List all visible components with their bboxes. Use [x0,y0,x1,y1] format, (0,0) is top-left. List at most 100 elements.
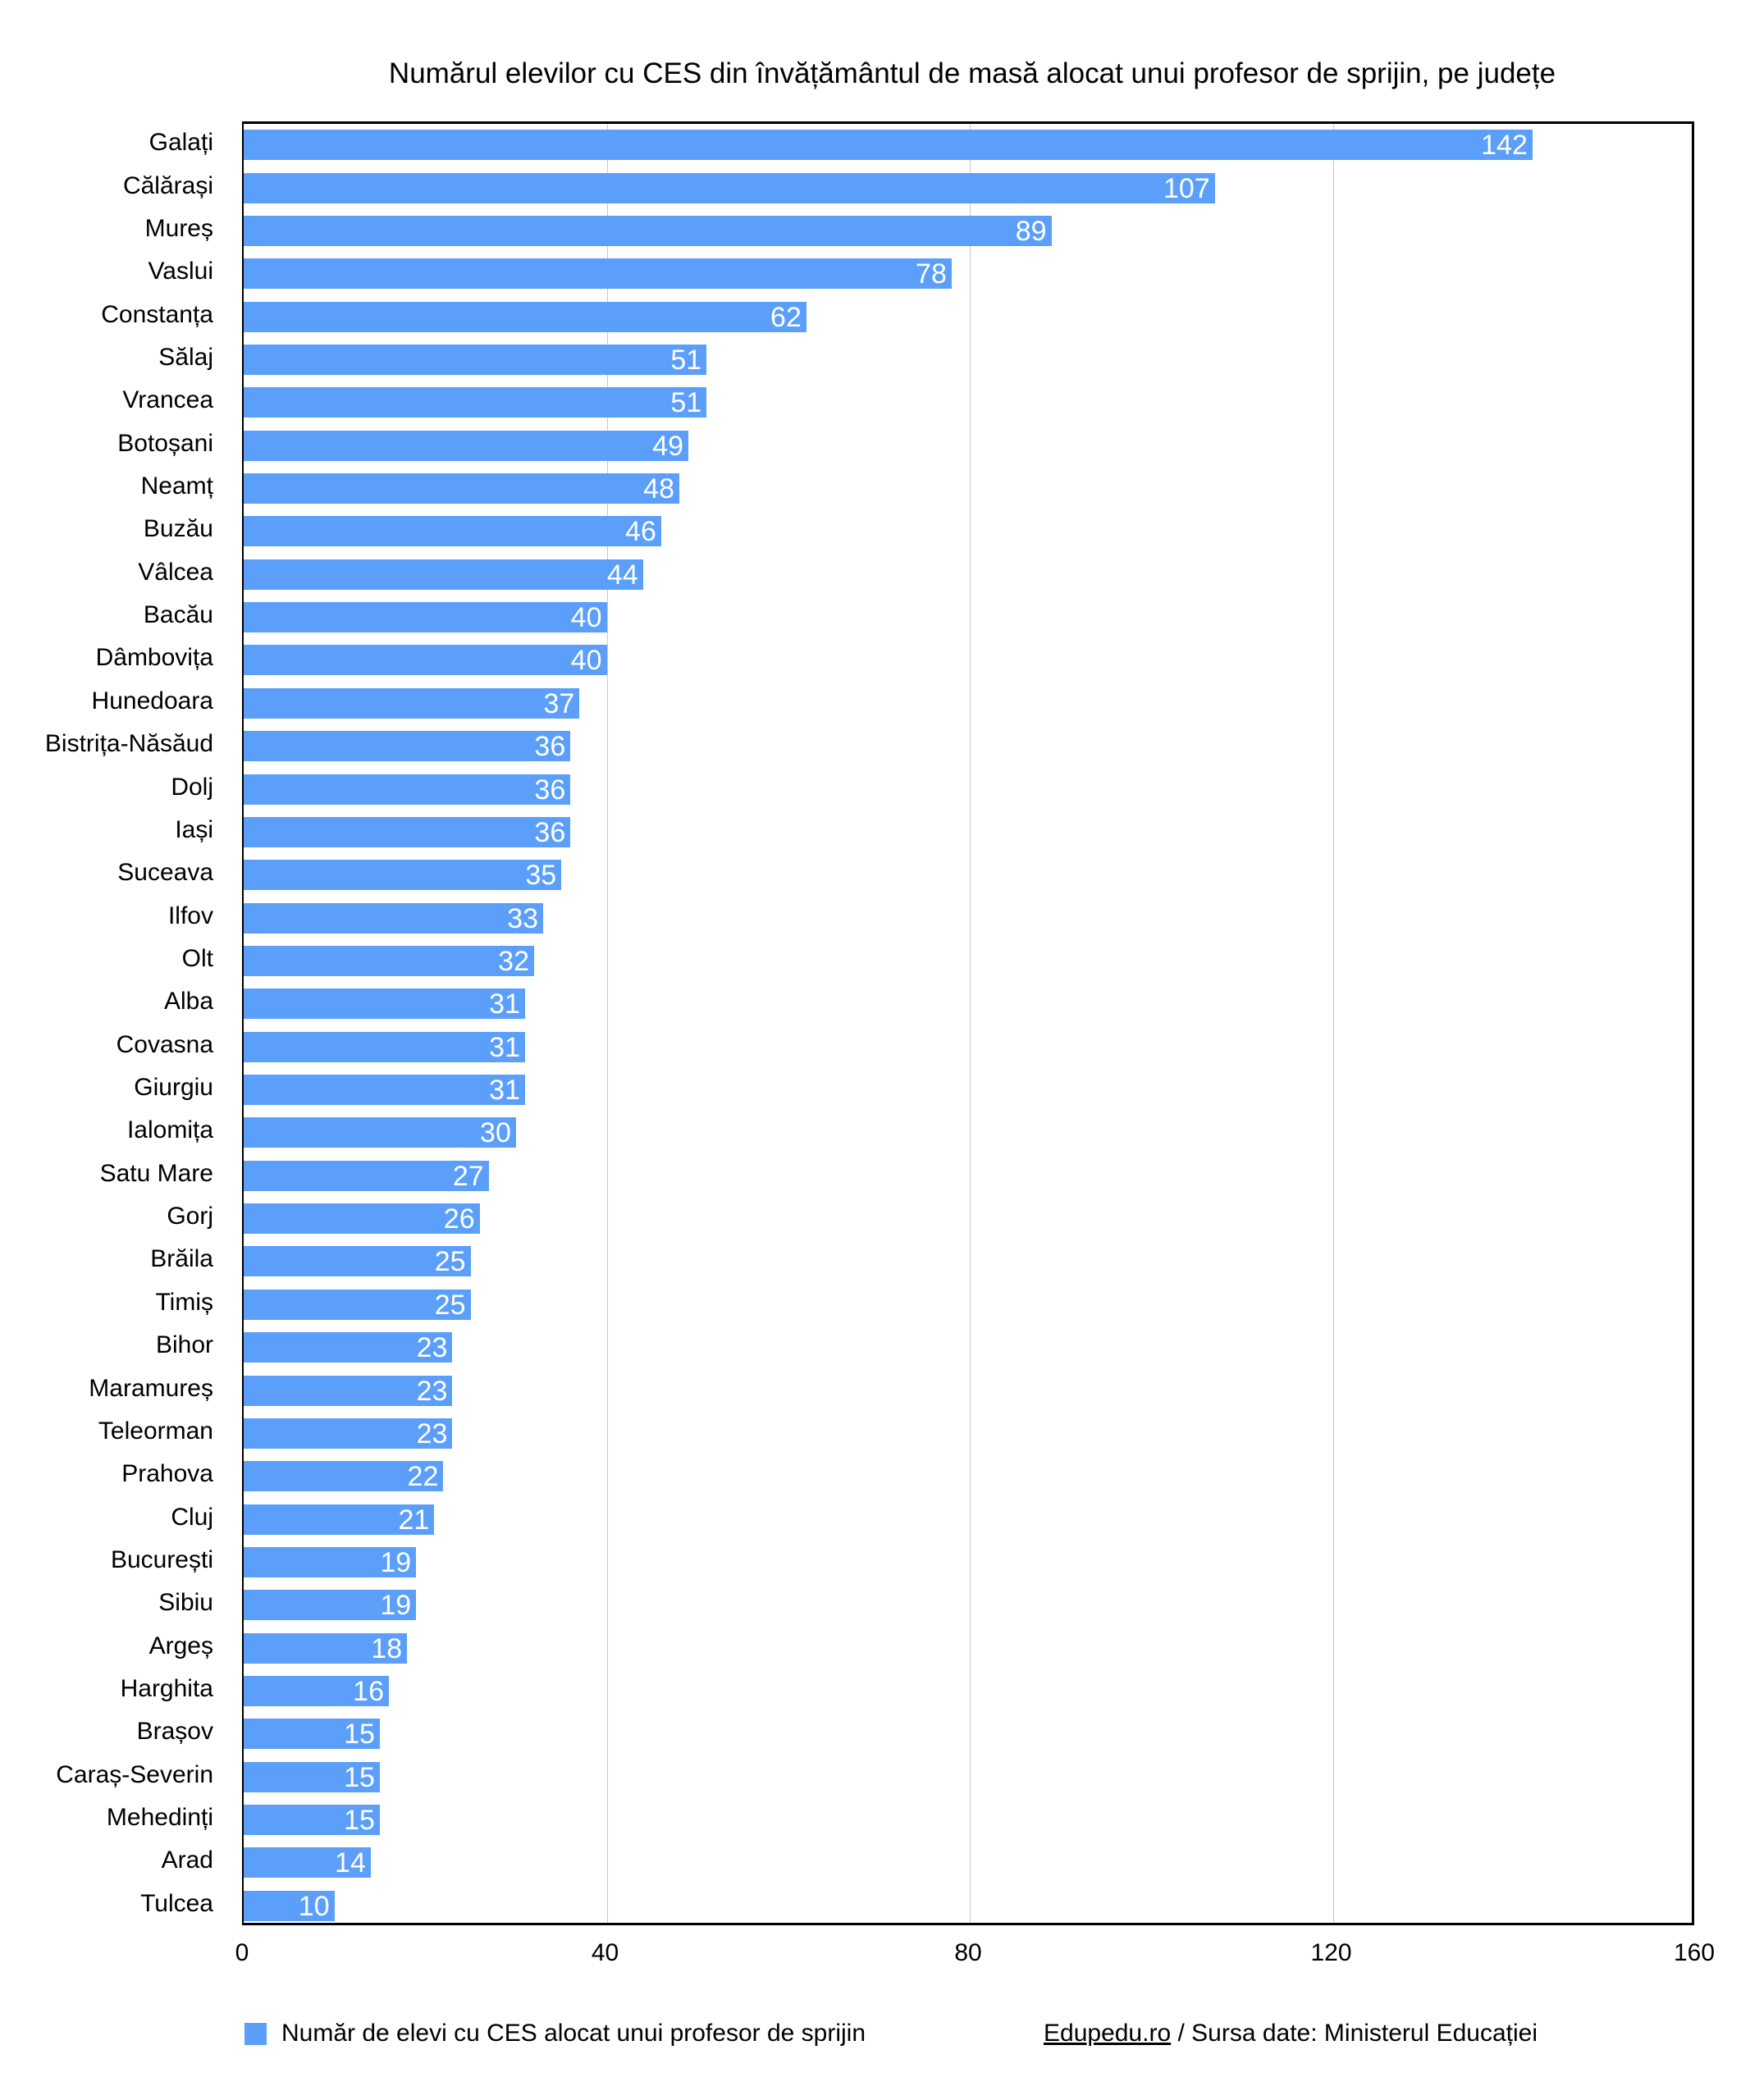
data-label: 89 [1015,215,1047,247]
bar: 21 [244,1504,435,1536]
data-label: 40 [570,645,602,677]
data-label: 26 [443,1203,475,1235]
bar: 15 [244,1719,380,1751]
bar: 44 [244,559,643,591]
bar: 78 [244,258,952,290]
legend-label: Număr de elevi cu CES alocat unui profes… [281,2020,866,2047]
data-label: 37 [543,687,575,719]
category-label: Vâlcea [138,558,213,586]
data-label: 40 [570,602,602,634]
bar: 22 [244,1461,444,1493]
data-label: 25 [434,1289,466,1321]
category-label: Harghita [120,1675,213,1703]
data-label: 23 [416,1375,448,1407]
bar: 25 [244,1289,471,1321]
category-label: Bacău [143,601,213,629]
category-label: Brăila [150,1245,213,1273]
category-label: Alba [163,988,213,1016]
category-label: Satu Mare [99,1159,213,1187]
category-label: Teleorman [98,1417,213,1445]
category-label: Hunedoara [91,687,213,714]
data-label: 35 [525,860,557,892]
bar: 36 [244,816,571,848]
data-label: 21 [398,1504,430,1536]
category-label: Ialomița [126,1116,213,1144]
bar: 30 [244,1117,516,1148]
data-label: 19 [380,1590,412,1622]
bar: 51 [244,387,707,418]
data-label: 33 [507,902,539,934]
bar: 33 [244,902,544,934]
data-label: 142 [1481,130,1528,162]
bar: 142 [244,130,1533,162]
gridline [606,124,608,1923]
data-label: 27 [452,1160,484,1192]
data-label: 36 [534,774,566,806]
category-label: Călărași [122,171,213,199]
bar: 19 [244,1590,417,1622]
bar: 16 [244,1676,389,1708]
legend: Număr de elevi cu CES alocat unui profes… [244,2020,866,2048]
data-label: 31 [489,988,520,1020]
category-label: Iași [175,815,213,843]
category-label: Maramureș [89,1374,213,1402]
bar: 15 [244,1761,380,1793]
category-label: Botoșani [117,429,213,457]
category-label: Gorj [167,1203,213,1230]
category-label: Sibiu [158,1589,213,1617]
data-label: 78 [916,258,947,290]
bar: 40 [244,602,607,634]
bar: 23 [244,1375,453,1407]
data-label: 48 [643,473,674,505]
bar: 31 [244,988,525,1020]
bar: 62 [244,301,806,333]
plot-area: 142 107 89 78 62 51 51 49 48 46 44 40 40 37 36 36 36 35 33… [242,121,1694,1925]
bar: 27 [244,1160,489,1192]
data-label: 22 [407,1461,439,1493]
data-label: 18 [371,1632,403,1664]
category-label: Brașov [136,1718,213,1746]
category-label: Vaslui [148,258,213,285]
data-label: 107 [1163,172,1210,204]
data-label: 32 [498,945,529,977]
bar: 23 [244,1418,453,1449]
bar: 107 [244,172,1215,204]
source-link[interactable]: Edupedu.ro [1044,2020,1172,2047]
category-label: Prahova [121,1460,213,1488]
data-label: 15 [344,1719,375,1751]
category-label: Cluj [171,1503,213,1531]
x-tick-label: 40 [591,1939,619,1966]
data-label: 46 [625,516,656,548]
bar: 48 [244,473,679,504]
chart-title: Numărul elevilor cu CES din învățământul… [388,57,1556,89]
category-label: București [110,1545,213,1573]
x-tick-label: 120 [1310,1939,1352,1966]
category-label: Covasna [116,1030,213,1058]
bar: 15 [244,1805,380,1836]
bar: 32 [244,945,534,977]
data-label: 25 [434,1246,466,1278]
data-label: 36 [534,816,566,848]
bar: 37 [244,687,580,719]
category-label: Suceava [117,859,213,887]
category-label: Olt [181,944,213,972]
category-label: Giurgiu [134,1074,213,1102]
category-label: Argeș [148,1632,213,1659]
legend-swatch [244,2022,267,2045]
data-label: 51 [670,344,702,376]
data-label: 16 [353,1676,384,1708]
data-label: 23 [416,1332,448,1364]
bar: 10 [244,1890,335,1922]
data-label: 31 [489,1075,520,1107]
bar: 40 [244,645,607,677]
gridline [1332,124,1334,1923]
data-label: 14 [335,1847,366,1879]
category-label: Constanța [101,300,213,328]
category-label: Buzău [143,515,213,543]
category-label: Bihor [155,1331,213,1359]
bar: 19 [244,1546,417,1578]
bar: 23 [244,1332,453,1364]
data-label: 30 [480,1117,511,1149]
bar: 36 [244,774,571,806]
category-label: Sălaj [158,343,213,371]
